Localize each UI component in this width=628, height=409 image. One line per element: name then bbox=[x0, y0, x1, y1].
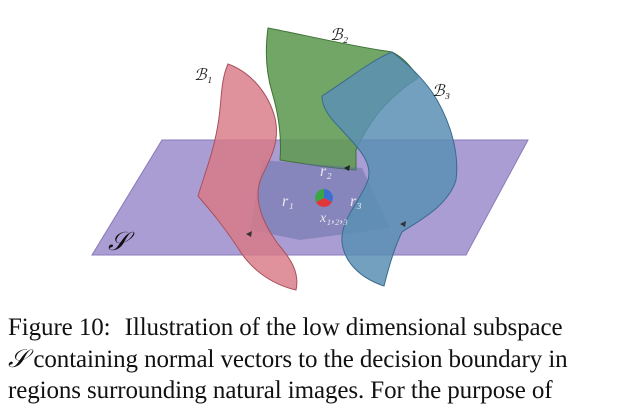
figure-illustration: 𝒮 ℬ₁ ℬ₂ ℬ₃ r₁ r₂ r₃ x₁,₂,₃ bbox=[91, 27, 529, 291]
boundary-b3-label: ℬ₃ bbox=[432, 83, 450, 100]
boundary-b1-label: ℬ₁ bbox=[194, 67, 212, 84]
caption-subspace-symbol: 𝒮 bbox=[8, 344, 28, 373]
boundary-b3-surface bbox=[321, 51, 458, 287]
normal-marker-r1 bbox=[246, 231, 252, 237]
caption-text-1: Illustration of the low dimensional subs… bbox=[124, 314, 563, 341]
caption-line-1: Figure 10: Illustration of the low dimen… bbox=[8, 312, 612, 343]
region-r1-label: r₁ bbox=[282, 193, 294, 210]
point-label: x₁,₂,₃ bbox=[319, 211, 348, 226]
normal-marker-r3 bbox=[400, 221, 406, 227]
boundary-b1-surface bbox=[197, 63, 298, 291]
boundary-b2-label: ℬ₂ bbox=[330, 27, 349, 44]
caption-text-2: containing normal vectors to the decisio… bbox=[27, 346, 568, 373]
region-r3-label: r₃ bbox=[350, 193, 362, 210]
figure: 𝒮 ℬ₁ ℬ₂ ℬ₃ r₁ r₂ r₃ x₁,₂,₃ bbox=[91, 27, 529, 291]
center-point bbox=[315, 189, 333, 207]
caption-line-2: 𝒮 containing normal vectors to the decis… bbox=[8, 343, 612, 375]
figure-number: Figure 10: bbox=[8, 314, 111, 341]
caption-text-3: regions surrounding natural images. For … bbox=[8, 377, 553, 404]
normal-marker-r2 bbox=[344, 165, 350, 171]
region-r2-label: r₂ bbox=[320, 163, 332, 180]
caption-line-3: regions surrounding natural images. For … bbox=[8, 375, 612, 406]
figure-caption: Figure 10: Illustration of the low dimen… bbox=[8, 312, 612, 406]
